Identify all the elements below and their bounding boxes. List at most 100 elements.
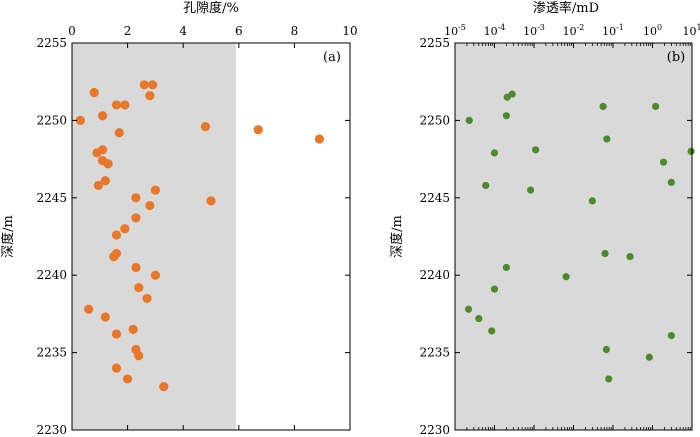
porosity-point	[97, 111, 108, 121]
porosity-point	[253, 125, 263, 135]
y-tick-label: 2240	[36, 268, 67, 282]
porosity-point	[145, 91, 155, 101]
x-tick-label: 10	[342, 24, 357, 38]
permeability-point	[464, 305, 473, 313]
permeability-point	[601, 249, 609, 258]
permeability-point	[652, 102, 660, 111]
permeability-point	[603, 135, 611, 143]
y-tick-label: 2250	[419, 113, 450, 127]
porosity-point	[200, 121, 211, 132]
porosity-point	[92, 148, 102, 158]
porosity-point	[131, 213, 141, 223]
x-tick-label-base: 10	[563, 25, 577, 38]
x-tick-label-exponent: -4	[498, 23, 506, 32]
permeability-point	[599, 102, 607, 111]
porosity-point	[120, 100, 130, 110]
porosity-point	[131, 262, 141, 273]
permeability-point	[490, 285, 499, 293]
porosity-point	[128, 324, 138, 334]
y-tick-label: 2245	[36, 191, 67, 205]
porosity-point	[206, 196, 216, 206]
porosity-point	[142, 293, 152, 304]
panel-porosity-frame	[71, 42, 351, 431]
permeability-points-layer	[464, 90, 695, 383]
x-tick-label-base: 10	[602, 25, 616, 38]
porosity-x-axis-label: 孔隙度/%	[183, 0, 239, 16]
permeability-point	[659, 158, 668, 166]
porosity-point	[150, 185, 160, 195]
y-tick-label: 2255	[36, 36, 67, 50]
porosity-point	[114, 128, 124, 138]
permeability-point	[490, 149, 499, 157]
x-tick-label-exponent: -2	[577, 23, 585, 32]
x-tick-label: 10-3	[523, 23, 545, 38]
y-tick-label: 2245	[419, 191, 450, 205]
x-tick-label: 0	[68, 24, 76, 38]
porosity-point	[134, 282, 144, 293]
porosity-point	[314, 134, 325, 144]
permeability-panel-label: (b)	[667, 50, 685, 65]
x-tick-label-exponent: 1	[696, 23, 700, 32]
permeability-point	[508, 90, 516, 98]
permeability-point	[588, 197, 596, 205]
x-tick-label: 4	[179, 24, 187, 38]
x-tick-label: 8	[291, 24, 299, 38]
porosity-point	[139, 80, 149, 90]
permeability-point	[502, 263, 510, 272]
permeability-point	[526, 186, 535, 194]
permeability-point	[562, 273, 570, 281]
y-tick-label: 2250	[36, 113, 67, 127]
panel-permeability-plot-area	[455, 43, 692, 430]
x-tick-label: 10-1	[602, 23, 624, 38]
porosity-y-axis-label: 深度/m	[0, 215, 16, 258]
x-tick-label-exponent: -5	[458, 23, 466, 32]
porosity-points-layer	[75, 80, 325, 392]
permeability-point	[532, 146, 540, 154]
porosity-point	[100, 176, 110, 186]
porosity-point	[111, 363, 122, 373]
porosity-point	[109, 252, 119, 262]
porosity-point	[111, 230, 122, 240]
x-tick-label: 101	[682, 23, 700, 38]
permeability-point	[475, 314, 483, 323]
y-tick-label: 2240	[419, 268, 450, 282]
permeability-point	[602, 345, 610, 354]
porosity-point	[159, 382, 169, 392]
y-tick-label: 2235	[36, 346, 67, 360]
porosity-point	[145, 200, 155, 211]
porosity-point	[103, 159, 113, 169]
x-tick-label-base: 10	[682, 25, 696, 38]
x-tick-label-exponent: 0	[657, 23, 662, 32]
panel-permeability-frame	[454, 42, 693, 431]
permeability-point	[482, 181, 490, 190]
porosity-panel-label: (a)	[323, 50, 341, 65]
x-tick-label: 100	[643, 23, 662, 38]
porosity-point	[148, 80, 158, 90]
porosity-shaded-region	[72, 43, 237, 430]
porosity-point	[123, 374, 133, 384]
x-tick-label: 10-5	[444, 23, 466, 38]
porosity-point	[75, 115, 85, 125]
y-tick-label: 2255	[419, 36, 450, 50]
permeability-point	[502, 112, 510, 120]
x-tick-label-base: 10	[643, 25, 657, 38]
permeability-point	[488, 327, 496, 335]
y-tick-label: 2230	[419, 423, 450, 437]
permeability-x-axis-label: 渗透率/mD	[533, 0, 599, 16]
porosity-point	[100, 312, 110, 322]
x-tick-label-base: 10	[484, 25, 498, 38]
porosity-point	[93, 180, 104, 191]
permeability-point	[687, 147, 695, 155]
permeability-point	[645, 353, 653, 361]
permeability-point	[667, 178, 675, 186]
x-tick-label-exponent: -3	[537, 23, 545, 32]
permeability-point	[667, 331, 675, 340]
x-tick-label-base: 10	[444, 25, 458, 38]
permeability-point	[605, 375, 613, 383]
porosity-point	[131, 193, 141, 203]
permeability-point	[626, 253, 634, 261]
x-tick-label-exponent: -1	[616, 23, 624, 32]
